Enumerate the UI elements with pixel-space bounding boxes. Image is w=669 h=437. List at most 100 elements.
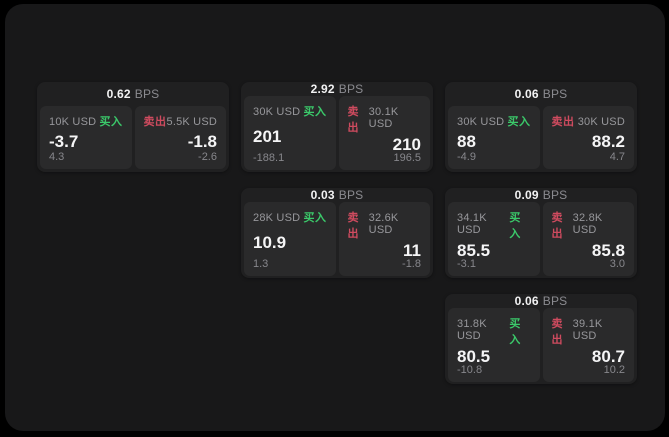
sell-quote-panel[interactable]: 卖出 39.1K USD 80.7 10.2 <box>542 308 634 382</box>
sell-price: 88.2 <box>591 131 625 151</box>
buy-amount: 30K USD <box>457 116 505 128</box>
sell-side-label: 卖出 <box>551 212 563 240</box>
buy-amount: 10K USD <box>49 116 97 128</box>
buy-price: 10.9 <box>253 233 287 252</box>
bps-header: 2.92 BPS <box>244 82 430 96</box>
sell-quote-panel[interactable]: 卖出 5.5K USD -1.8 -2.6 <box>134 106 226 169</box>
buy-quote-panel[interactable]: 31.8K USD 买入 80.5 -10.8 <box>448 308 540 382</box>
quote-card: 0.62 BPS 10K USD 买入 -3.7 4.3 卖出 5.5K USD… <box>37 82 229 172</box>
quote-panels: 10K USD 买入 -3.7 4.3 卖出 5.5K USD -1.8 -2.… <box>40 106 226 169</box>
buy-sub-value: 4.3 <box>49 151 65 163</box>
sell-sub-value: 196.5 <box>393 152 421 164</box>
quote-panels: 30K USD 买入 201 -188.1 卖出 30.1K USD 210 1… <box>244 96 430 170</box>
sell-price: 80.7 <box>591 347 625 366</box>
quote-card: 0.06 BPS 30K USD 买入 88 -4.9 卖出 30K USD 8… <box>445 82 637 172</box>
buy-panel-top: 30K USD 买入 <box>457 113 531 129</box>
sell-amount: 30.1K USD <box>368 106 399 130</box>
buy-sub-value: -10.8 <box>457 364 483 376</box>
buy-panel-top: 10K USD 买入 <box>49 113 123 129</box>
buy-price: 80.5 <box>457 347 491 366</box>
quote-panels: 30K USD 买入 88 -4.9 卖出 30K USD 88.2 4.7 <box>448 106 634 169</box>
sell-side-label: 卖出 <box>551 318 563 346</box>
buy-panel-top: 34.1K USD 买入 <box>457 209 531 241</box>
sell-price: -1.8 <box>187 131 217 151</box>
buy-amount: 31.8K USD <box>457 318 487 342</box>
quote-panels: 28K USD 买入 10.9 1.3 卖出 32.6K USD 11 -1.8 <box>244 202 430 276</box>
buy-panel-top: 31.8K USD 买入 <box>457 315 531 347</box>
sell-price: 11 <box>403 241 421 260</box>
buy-sub-value: -3.1 <box>457 258 476 270</box>
bps-value: 0.62 <box>106 87 131 101</box>
sell-quote-panel[interactable]: 卖出 32.6K USD 11 -1.8 <box>338 202 430 276</box>
buy-panel-top: 30K USD 买入 <box>253 103 327 119</box>
buy-price: -3.7 <box>49 131 79 151</box>
sell-quote-panel[interactable]: 卖出 30K USD 88.2 4.7 <box>542 106 634 169</box>
buy-price: 201 <box>253 127 282 146</box>
sell-price: 210 <box>392 135 421 154</box>
buy-side-label: 买入 <box>303 212 327 224</box>
sell-sub-value: -1.8 <box>402 258 421 270</box>
bps-value: 0.06 <box>514 294 539 308</box>
bps-header: 0.06 BPS <box>448 294 634 308</box>
sell-sub-value: 10.2 <box>603 364 625 376</box>
buy-amount: 28K USD <box>253 212 301 224</box>
bps-header: 0.06 BPS <box>448 82 634 106</box>
bps-header: 0.09 BPS <box>448 188 634 202</box>
cards-container: 0.62 BPS 10K USD 买入 -3.7 4.3 卖出 5.5K USD… <box>37 82 637 384</box>
buy-sub-value: -4.9 <box>457 151 476 163</box>
bps-suffix-label: BPS <box>542 294 568 308</box>
sell-panel-top: 卖出 5.5K USD <box>144 113 218 129</box>
sell-sub-value: -2.6 <box>198 151 217 163</box>
sell-amount: 5.5K USD <box>166 116 218 128</box>
buy-amount: 30K USD <box>253 106 301 118</box>
bps-value: 2.92 <box>310 82 335 96</box>
bps-header: 0.03 BPS <box>244 188 430 202</box>
sell-side-label: 卖出 <box>347 106 359 134</box>
bps-suffix-label: BPS <box>134 87 160 101</box>
sell-sub-value: 4.7 <box>609 151 625 163</box>
sell-price: 85.8 <box>591 241 625 260</box>
quote-panels: 34.1K USD 买入 85.5 -3.1 卖出 32.8K USD 85.8… <box>448 202 634 276</box>
buy-side-label: 买入 <box>303 106 327 118</box>
sell-quote-panel[interactable]: 卖出 30.1K USD 210 196.5 <box>338 96 430 170</box>
quote-card: 0.03 BPS 28K USD 买入 10.9 1.3 卖出 32.6K US… <box>241 188 433 278</box>
buy-amount: 34.1K USD <box>457 212 487 236</box>
buy-quote-panel[interactable]: 30K USD 买入 88 -4.9 <box>448 106 540 169</box>
sell-panel-top: 卖出 32.8K USD <box>552 209 626 241</box>
sell-side-label: 卖出 <box>347 212 359 240</box>
buy-price: 85.5 <box>457 241 491 260</box>
buy-side-label: 买入 <box>99 116 123 128</box>
bps-value: 0.09 <box>514 188 539 202</box>
quote-panels: 31.8K USD 买入 80.5 -10.8 卖出 39.1K USD 80.… <box>448 308 634 382</box>
bps-suffix-label: BPS <box>542 188 568 202</box>
bps-value: 0.06 <box>514 87 539 101</box>
buy-quote-panel[interactable]: 28K USD 买入 10.9 1.3 <box>244 202 336 276</box>
sell-panel-top: 卖出 39.1K USD <box>552 315 626 347</box>
buy-quote-panel[interactable]: 30K USD 买入 201 -188.1 <box>244 96 336 170</box>
buy-side-label: 买入 <box>509 318 521 346</box>
buy-quote-panel[interactable]: 10K USD 买入 -3.7 4.3 <box>40 106 132 169</box>
buy-side-label: 买入 <box>509 212 521 240</box>
bps-suffix-label: BPS <box>338 188 364 202</box>
sell-amount: 30K USD <box>577 116 625 128</box>
buy-panel-top: 28K USD 买入 <box>253 209 327 225</box>
sell-amount: 32.8K USD <box>572 212 603 236</box>
sell-panel-top: 卖出 32.6K USD <box>348 209 422 241</box>
sell-panel-top: 卖出 30K USD <box>552 113 626 129</box>
quote-card: 0.09 BPS 34.1K USD 买入 85.5 -3.1 卖出 32.8K… <box>445 188 637 278</box>
buy-quote-panel[interactable]: 34.1K USD 买入 85.5 -3.1 <box>448 202 540 276</box>
sell-amount: 32.6K USD <box>368 212 399 236</box>
buy-price: 88 <box>457 131 476 151</box>
buy-sub-value: 1.3 <box>253 258 269 270</box>
bps-suffix-label: BPS <box>542 87 568 101</box>
sell-quote-panel[interactable]: 卖出 32.8K USD 85.8 3.0 <box>542 202 634 276</box>
quote-card: 2.92 BPS 30K USD 买入 201 -188.1 卖出 30.1K … <box>241 82 433 172</box>
app-window: 0.62 BPS 10K USD 买入 -3.7 4.3 卖出 5.5K USD… <box>5 4 665 431</box>
buy-sub-value: -188.1 <box>253 152 285 164</box>
bps-header: 0.62 BPS <box>40 82 226 106</box>
bps-suffix-label: BPS <box>338 82 364 96</box>
sell-panel-top: 卖出 30.1K USD <box>348 103 422 135</box>
sell-amount: 39.1K USD <box>572 318 603 342</box>
sell-side-label: 卖出 <box>143 116 167 128</box>
